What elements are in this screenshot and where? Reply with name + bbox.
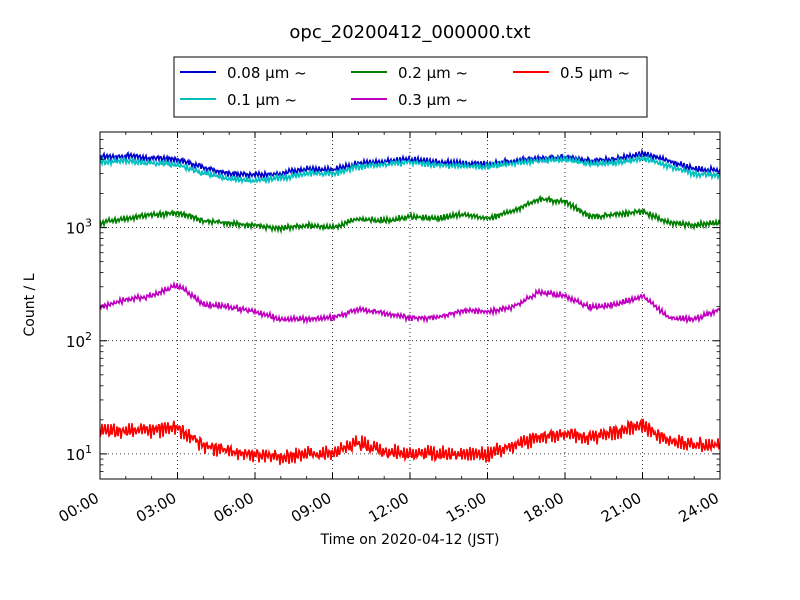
- x-tick-label: 09:00: [288, 489, 334, 526]
- series-line: [99, 152, 721, 186]
- y-tick-base: 10: [66, 220, 85, 238]
- x-tick-label: 15:00: [443, 489, 489, 526]
- y-tick-exponent: 3: [85, 217, 92, 230]
- chart-title: opc_20200412_000000.txt: [289, 22, 530, 43]
- y-tick-base: 10: [66, 446, 85, 464]
- legend-label: 0.3 μm ~: [398, 91, 468, 109]
- y-tick-label: 101: [66, 443, 92, 464]
- y-tick-label: 103: [66, 217, 92, 238]
- y-axis-label: Count / L: [22, 273, 38, 336]
- x-tick-label: 24:00: [676, 489, 722, 526]
- legend-frame: [173, 56, 648, 118]
- legend-label: 0.5 μm ~: [560, 64, 630, 82]
- legend-label: 0.08 μm ~: [227, 64, 307, 82]
- legend: 0.08 μm ~ 0.1 μm ~ 0.2 μm ~ 0.3 μm ~ 0.5 μm …: [173, 56, 648, 118]
- y-tick-exponent: 1: [85, 443, 92, 456]
- y-tick-exponent: 2: [85, 330, 92, 343]
- x-tick-label: 03:00: [133, 489, 179, 526]
- series-line: [99, 417, 721, 466]
- y-tick-label: 102: [66, 330, 92, 351]
- series-line: [99, 194, 721, 235]
- series-line: [99, 280, 721, 325]
- series-layer: [99, 148, 721, 466]
- x-tick-label: 00:00: [56, 489, 102, 526]
- x-tick-label: 06:00: [211, 489, 257, 526]
- x-tick-label: 18:00: [521, 489, 567, 526]
- legend-label: 0.1 μm ~: [227, 91, 297, 109]
- x-tick-label: 21:00: [598, 489, 644, 526]
- x-axis-label: Time on 2020-04-12 (JST): [320, 532, 500, 548]
- ticks: 00:00 03:00 06:00 09:00 12:00 15:00 18:00 21:00…: [56, 131, 722, 526]
- y-tick-base: 10: [66, 333, 85, 351]
- legend-label: 0.2 μm ~: [398, 64, 468, 82]
- x-tick-label: 12:00: [366, 489, 412, 526]
- grid: [100, 132, 720, 479]
